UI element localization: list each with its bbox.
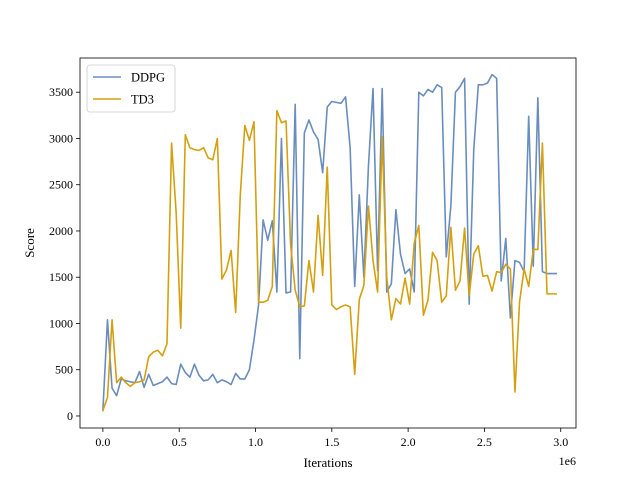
y-tick-label: 500: [55, 363, 73, 377]
y-tick-label: 3000: [49, 131, 73, 145]
legend-label-ddpg: DDPG: [131, 71, 165, 85]
x-tick-label: 1.0: [248, 435, 263, 449]
y-tick-label: 1000: [49, 316, 73, 330]
x-axis-ticks: 0.0 0.5 1.0 1.5 2.0 2.5 3.0: [95, 428, 568, 449]
y-tick-label: 2000: [49, 224, 73, 238]
y-axis-label: Score: [22, 228, 37, 258]
plot-area: [79, 57, 577, 429]
y-axis-ticks: 0 500 1000 1500 2000 2500 3000 3500: [49, 85, 80, 423]
x-axis-label: Iterations: [303, 455, 352, 470]
lines-layer: [101, 73, 557, 412]
axes-frame: [79, 57, 577, 429]
series-line-td3: [101, 109, 557, 412]
x-tick-label: 2.5: [477, 435, 492, 449]
x-tick-label: 1.5: [324, 435, 339, 449]
series-line-ddpg: [102, 73, 557, 412]
x-tick-label: 3.0: [553, 435, 568, 449]
legend-label-td3: TD3: [131, 93, 154, 107]
y-tick-label: 0: [67, 409, 73, 423]
plot-background: [80, 58, 576, 428]
y-tick-label: 3500: [49, 85, 73, 99]
x-tick-label: 0.0: [95, 435, 110, 449]
x-tick-label: 2.0: [401, 435, 416, 449]
y-tick-label: 1500: [49, 270, 73, 284]
x-tick-label: 0.5: [172, 435, 187, 449]
x-axis-offset-label: 1e6: [559, 454, 576, 468]
legend: DDPG TD3: [86, 64, 176, 113]
y-tick-label: 2500: [49, 178, 73, 192]
